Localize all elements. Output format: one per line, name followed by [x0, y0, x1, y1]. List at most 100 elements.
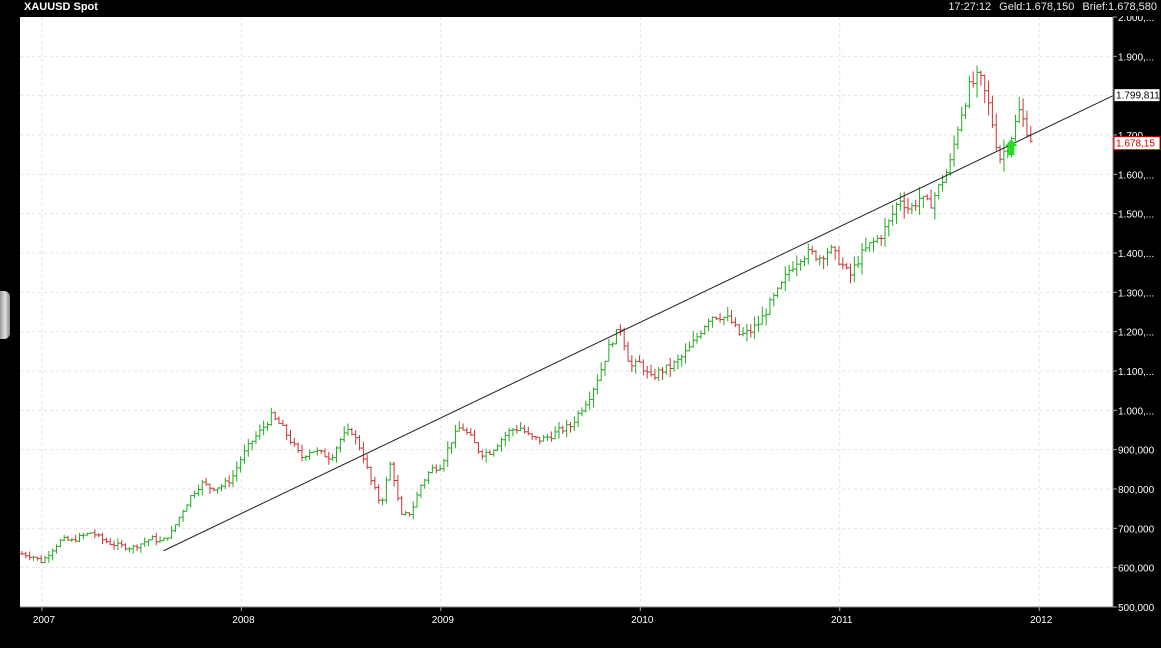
ohlc-bar — [250, 440, 255, 451]
ohlc-bar — [165, 537, 170, 542]
ohlc-bar — [679, 354, 684, 367]
ohlc-bar — [430, 464, 435, 474]
ohlc-bar — [399, 495, 404, 515]
y-tick-label: 1.300,... — [1118, 288, 1154, 299]
trendline[interactable] — [163, 95, 1114, 552]
ohlc-bar — [81, 532, 86, 540]
price-tag: 1.799,811 — [1113, 88, 1161, 103]
ohlc-bar — [695, 332, 700, 344]
ohlc-bar — [234, 461, 239, 482]
ohlc-bar — [618, 324, 623, 336]
ohlc-bar — [672, 360, 677, 372]
y-tick-label: 500,000 — [1118, 603, 1155, 614]
price-tag-box — [1113, 88, 1161, 103]
ohlc-bar — [422, 478, 427, 489]
ohlc-bar — [77, 532, 82, 543]
ohlc-bar — [902, 191, 907, 219]
ohlc-bar — [955, 126, 960, 150]
plot-background — [20, 17, 1113, 607]
ohlc-bar — [487, 449, 492, 455]
ohlc-bar — [760, 306, 765, 325]
x-tick-label: 2010 — [631, 615, 654, 626]
price-tags: 1.799,811 1.678,15 — [1113, 88, 1161, 151]
ohlc-bar — [85, 532, 90, 537]
ohlc-bar — [353, 430, 358, 445]
ohlc-bar — [230, 469, 235, 488]
y-tick-label: 1.900,... — [1118, 52, 1154, 63]
ohlc-bar — [771, 292, 776, 307]
ohlc-bar — [614, 329, 619, 345]
ohlc-bar — [783, 266, 788, 291]
ohlc-bar — [852, 256, 857, 283]
trendline-segment — [163, 95, 1114, 552]
ohlc-bar — [687, 341, 692, 352]
ohlc-bar — [265, 421, 270, 431]
ohlc-bar — [1021, 98, 1026, 128]
y-tick-label: 800,000 — [1118, 485, 1155, 496]
ohlc-bar — [744, 323, 749, 342]
ohlc-bar — [395, 474, 400, 501]
ohlc-bar — [411, 501, 416, 520]
ohlc-bar — [407, 512, 412, 517]
ohlc-bar — [418, 484, 423, 499]
ohlc-bar — [284, 424, 289, 441]
ohlc-bar — [441, 458, 446, 472]
ohlc-bar — [307, 449, 312, 461]
y-tick-label: 700,000 — [1118, 524, 1155, 535]
price-tag: 1.678,15 — [1113, 136, 1161, 151]
ohlc-bar — [73, 534, 78, 543]
ohlc-bar — [315, 447, 320, 456]
ohlc-bar — [929, 189, 934, 209]
ohlc-bar — [656, 366, 661, 382]
ohlc-bar — [883, 217, 888, 247]
ohlc-bar — [100, 532, 105, 545]
ohlc-bar — [541, 434, 546, 442]
ohlc-bar — [269, 407, 274, 426]
ohlc-bar — [879, 235, 884, 246]
ohlc-bar — [833, 246, 838, 260]
y-tick-label: 1.000,... — [1118, 406, 1154, 417]
arrow-up-shape — [1005, 138, 1018, 155]
x-tick-label: 2009 — [432, 615, 455, 626]
ohlc-bar — [576, 410, 581, 428]
ohlc-bar — [637, 355, 642, 363]
ohlc-bar — [426, 471, 431, 484]
ohlc-bar — [131, 544, 136, 554]
ohlc-bar — [142, 537, 147, 547]
ohlc-bar — [388, 461, 393, 481]
ohlc-bar — [729, 309, 734, 324]
ohlc-bar — [39, 555, 44, 564]
ohlc-bar — [257, 424, 262, 440]
ohlc-bar — [967, 75, 972, 109]
ohlc-bar — [338, 437, 343, 453]
ohlc-bar — [161, 537, 166, 542]
ohlc-bar — [434, 464, 439, 474]
panel-resize-handle[interactable] — [0, 291, 10, 339]
ohlc-bar — [495, 443, 500, 452]
ohlc-bar — [560, 425, 565, 434]
y-tick-label: 2.000,... — [1118, 13, 1154, 24]
ohlc-bar — [790, 261, 795, 273]
ohlc-bar — [123, 543, 128, 551]
ohlc-bar — [361, 441, 366, 464]
ohlc-bar — [476, 441, 481, 454]
ohlc-bar — [810, 245, 815, 255]
ohlc-bar — [173, 524, 178, 533]
ohlc-bar — [556, 421, 561, 439]
ohlc-bar — [756, 315, 761, 332]
ohlc-bar — [829, 244, 834, 254]
ohlc-bar — [330, 453, 335, 461]
ohlc-bar — [840, 257, 845, 270]
ohlc-bar — [844, 263, 849, 270]
ohlc-bar — [890, 204, 895, 226]
x-tick-label: 2008 — [232, 615, 255, 626]
x-axis: 2007 2008 2009 2010 2011 2012 — [33, 607, 1053, 626]
ohlc-bar — [526, 426, 531, 436]
ohlc-bar — [127, 546, 132, 553]
ohlc-bar — [299, 444, 304, 462]
ohlc-bar — [848, 263, 853, 284]
ohlc-bar — [365, 454, 370, 470]
ohlc-bar — [599, 362, 604, 382]
ohlc-bar — [491, 449, 496, 457]
